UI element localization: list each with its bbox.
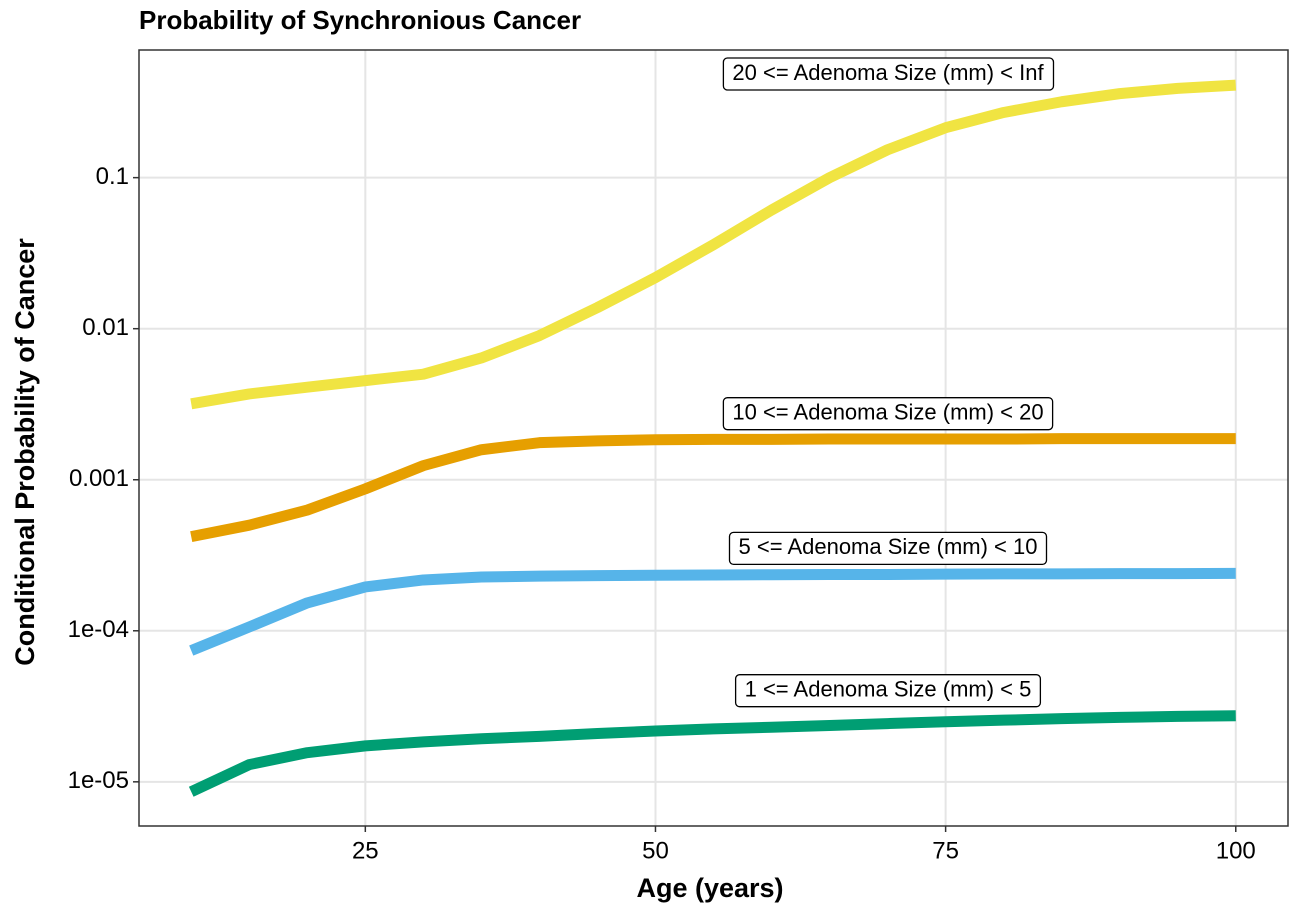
x-tick-label: 50 [642,837,669,864]
x-tick-label: 100 [1216,837,1256,864]
y-tick-label: 0.01 [82,314,129,341]
series-label-text: 5 <= Adenoma Size (mm) < 10 [739,534,1038,559]
y-tick-label: 1e-05 [68,767,129,794]
series-line [190,79,1237,410]
series-line [190,433,1236,543]
chart-title: Probability of Synchronious Cancer [139,5,581,35]
label-box [734,674,1042,708]
plot-border [138,49,1289,827]
y-tick-label: 1e-04 [68,616,129,643]
x-axis-label: Age (years) [636,873,783,903]
series-label-text: 1 <= Adenoma Size (mm) < 5 [745,677,1032,702]
series-label: 10 <= Adenoma Size (mm) < 20 [722,397,1054,431]
series-label-text: 20 <= Adenoma Size (mm) < Inf [732,60,1044,85]
x-tick-label: 25 [352,837,379,864]
series-label-text: 10 <= Adenoma Size (mm) < 20 [732,399,1043,424]
x-tick-label: 75 [932,837,959,864]
series-line [189,567,1236,656]
series-label: 20 <= Adenoma Size (mm) < Inf [722,57,1055,91]
y-tick-label: 0.001 [69,465,129,492]
series-label: 1 <= Adenoma Size (mm) < 5 [734,674,1042,708]
series-line [188,710,1236,797]
label-box [728,531,1048,566]
y-axis-label: Conditional Probability of Cancer [10,238,40,666]
label-box [722,397,1054,431]
y-tick-label: 0.1 [96,163,129,190]
series-label: 5 <= Adenoma Size (mm) < 10 [728,531,1048,566]
label-box [722,57,1055,91]
